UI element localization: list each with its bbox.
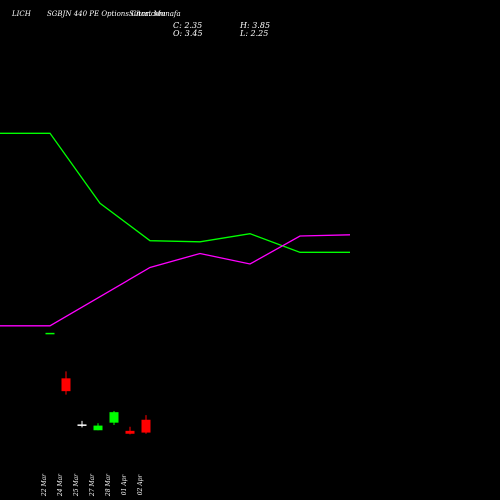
x-tick-label: 27 Mar xyxy=(89,473,96,497)
x-tick-label: 28 Mar xyxy=(105,473,112,497)
x-tick-label: 22 Mar xyxy=(41,473,48,497)
candle xyxy=(125,426,135,435)
x-tick-label: 02 Apr xyxy=(137,474,144,496)
candle xyxy=(93,423,103,431)
candle xyxy=(109,411,119,425)
x-tick-label: 25 Mar xyxy=(73,473,80,497)
indicator-line-1 xyxy=(0,132,350,253)
candle-body xyxy=(109,412,119,423)
chart-symbol: LICH xyxy=(12,10,31,18)
high-value: H: 3.85 xyxy=(240,21,271,30)
candle xyxy=(45,332,55,335)
candle-body xyxy=(141,419,151,433)
x-axis-labels: 22 Mar 24 Mar 25 Mar 27 Mar 28 Mar 01 Apr 02 A… xyxy=(41,473,144,497)
candle-body xyxy=(125,430,135,434)
x-tick-label: 01 Apr xyxy=(121,474,128,496)
chart-site: Sutra.com xyxy=(129,10,166,18)
candle-body xyxy=(61,378,71,392)
candle xyxy=(141,415,151,434)
candle-body xyxy=(45,332,55,335)
open-value: O: 3.45 xyxy=(173,29,203,38)
candlesticks xyxy=(45,332,151,435)
x-tick-label: 24 Mar xyxy=(57,473,64,497)
candle xyxy=(61,371,71,395)
candle xyxy=(77,420,87,428)
close-value: C: 2.35 xyxy=(173,21,203,30)
low-value: L: 2.25 xyxy=(240,29,269,38)
chart-description: SGBJN 440 PE Options Chart Munafa xyxy=(47,10,181,18)
candle-body xyxy=(77,424,87,426)
indicator-lines xyxy=(0,132,351,327)
candle-body xyxy=(93,425,103,431)
indicator-line-2 xyxy=(0,234,351,327)
